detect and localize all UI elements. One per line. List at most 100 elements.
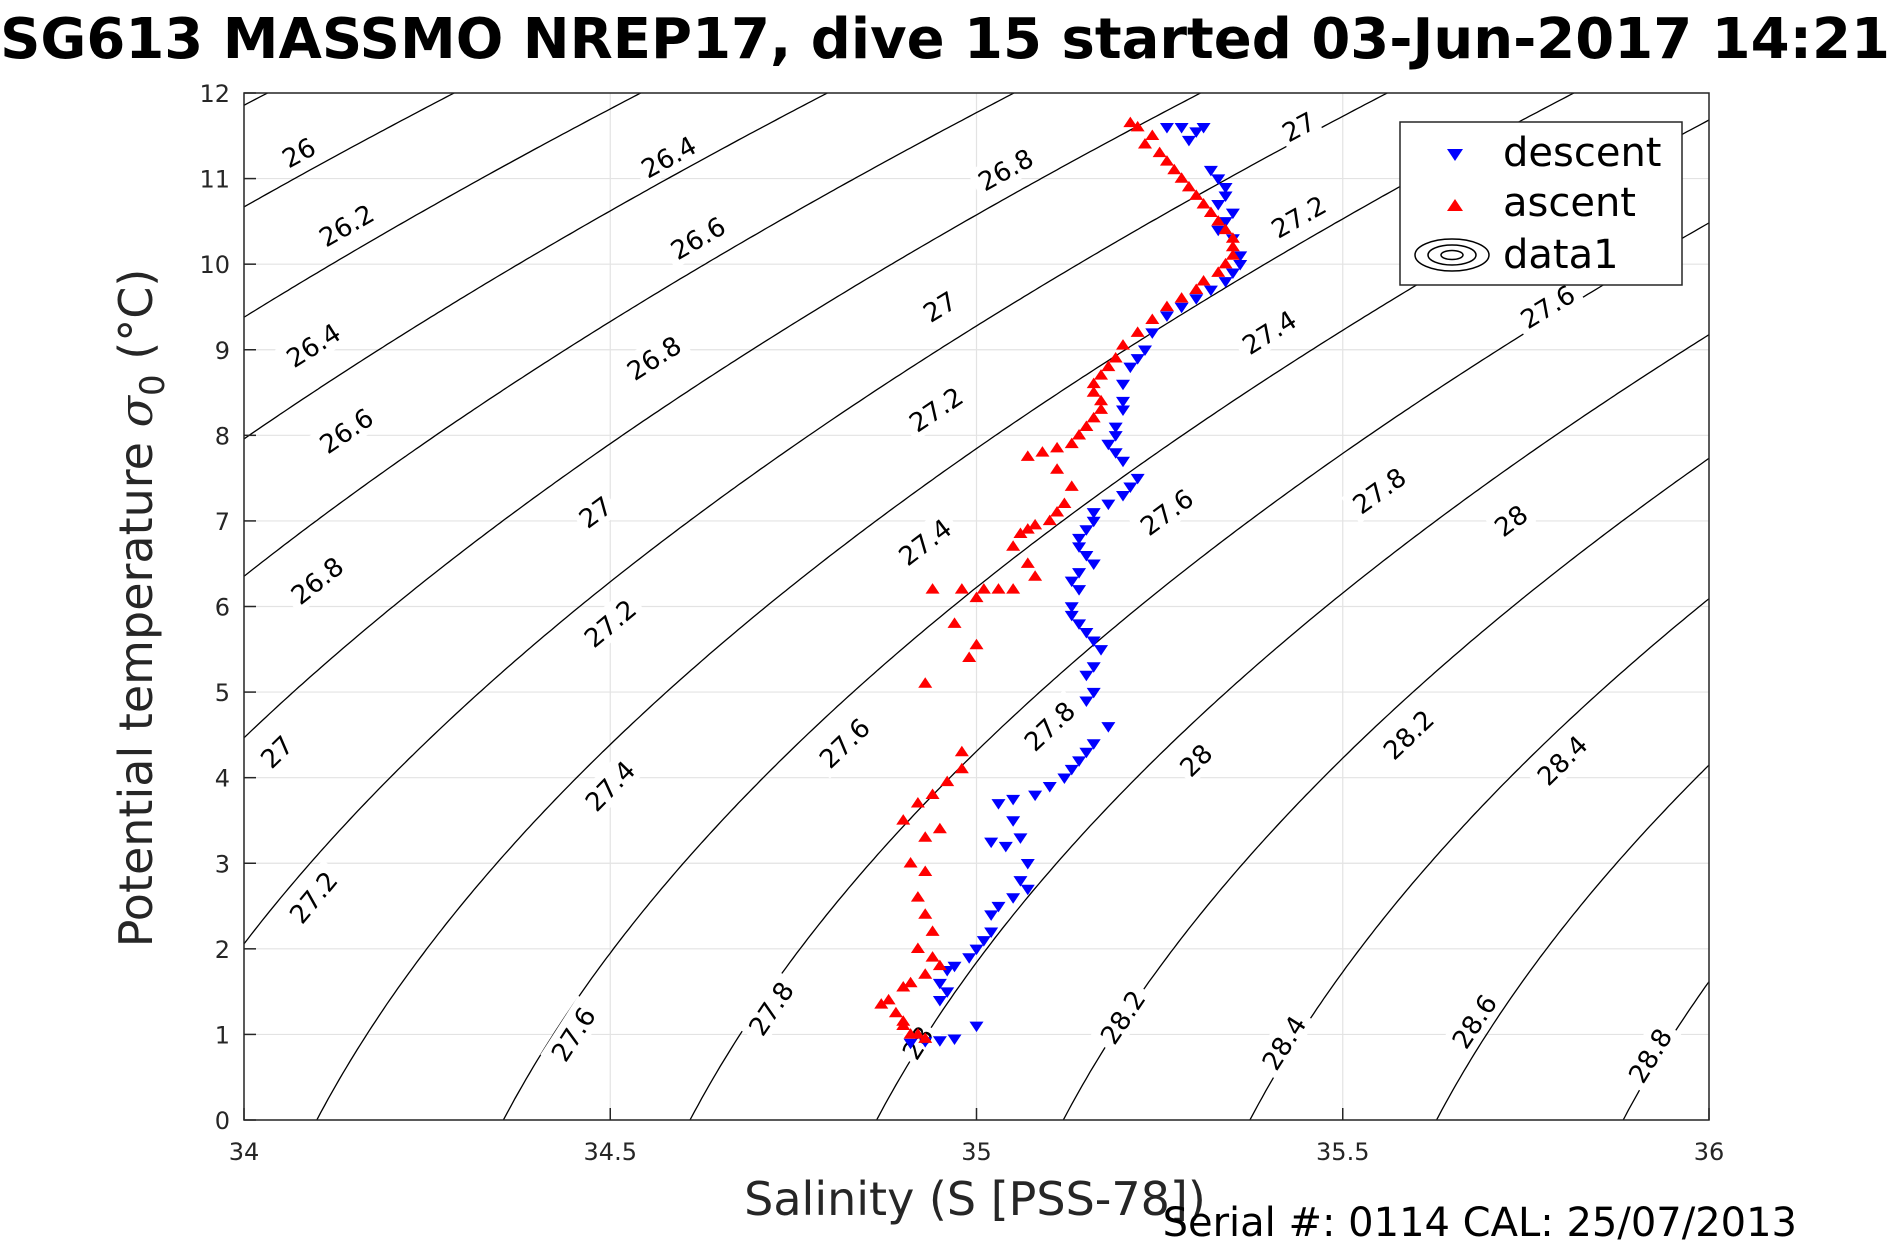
- descent-point: [1020, 859, 1035, 870]
- ascent-point: [918, 865, 933, 877]
- ascent-point: [1072, 429, 1087, 440]
- contour-label-halo: [307, 193, 385, 257]
- descent-point: [1174, 302, 1189, 314]
- contour-label-halo: [615, 325, 692, 390]
- descent-point: [1211, 200, 1226, 211]
- ascent-point: [918, 968, 933, 979]
- ascent-point: [1057, 497, 1072, 508]
- y-axis-label: Potential temperature σ0 (°C): [109, 269, 173, 948]
- descent-point: [962, 953, 977, 964]
- descent-point: [1203, 165, 1218, 177]
- contour-label: 26.8: [966, 138, 1044, 201]
- y-tick-label: 4: [215, 765, 230, 793]
- descent-point: [1079, 627, 1094, 639]
- y-tick-label: 5: [215, 679, 230, 707]
- descent-point: [1211, 174, 1226, 185]
- contour-label: 26.2: [307, 193, 385, 257]
- contour-label: 27.2: [897, 376, 974, 442]
- ascent-point: [1094, 403, 1109, 414]
- ascent-point: [1028, 570, 1043, 581]
- contour-label: 26.8: [279, 545, 355, 615]
- ascent-point: [1137, 138, 1152, 149]
- contour-label-halo: [913, 282, 965, 331]
- contour-label: 27.4: [1230, 299, 1308, 364]
- ascent-point: [1196, 197, 1211, 209]
- ascent-point: [1225, 240, 1240, 252]
- ascent-point: [1035, 446, 1050, 457]
- ascent-point: [1064, 480, 1079, 491]
- ascent-point: [1064, 437, 1079, 449]
- descent-point: [1028, 790, 1043, 802]
- ascent-point: [896, 981, 911, 992]
- ascent-series: [874, 116, 1240, 1043]
- descent-point: [1064, 576, 1079, 588]
- y-tick-label: 10: [199, 251, 230, 279]
- chart-title: SG613 MASSMO NREP17, dive 15 started 03-…: [0, 7, 1890, 72]
- ascent-point: [1101, 360, 1116, 372]
- descent-point: [1072, 585, 1087, 596]
- ascent-point: [940, 775, 955, 787]
- ascent-point: [1174, 292, 1189, 303]
- contour-line-28.2: [1062, 457, 1709, 1120]
- descent-point: [1006, 893, 1021, 904]
- descent-point: [1218, 217, 1233, 228]
- y-tick-label: 12: [199, 80, 230, 108]
- ascent-point: [1130, 120, 1145, 132]
- contour-label-halo: [1089, 978, 1155, 1055]
- descent-point: [1123, 362, 1138, 374]
- ascent-point: [1006, 583, 1021, 594]
- descent-point: [947, 961, 962, 973]
- ascent-point: [1159, 300, 1174, 312]
- ascent-point: [918, 908, 933, 919]
- contour-label: 28: [1485, 495, 1537, 545]
- descent-series: [903, 123, 1248, 1050]
- ascent-point: [1225, 232, 1240, 243]
- contour-label-halo: [572, 588, 647, 658]
- ascent-point: [896, 814, 911, 825]
- descent-point: [1057, 773, 1072, 784]
- legend: descent ascent data1: [1399, 121, 1683, 286]
- ascent-point: [925, 951, 940, 962]
- descent-point: [1101, 439, 1116, 451]
- ascent-point: [1181, 180, 1196, 192]
- descent-point: [1123, 482, 1138, 493]
- descent-point: [1086, 508, 1101, 519]
- descent-point: [1086, 687, 1101, 699]
- descent-point: [1174, 123, 1189, 134]
- ascent-point: [947, 617, 962, 628]
- descent-point: [1079, 525, 1094, 536]
- descent-point: [1013, 833, 1028, 844]
- contour-label-text: 28: [1490, 500, 1534, 544]
- contour-line-27: [244, 93, 1202, 739]
- contour-label-halo: [966, 138, 1044, 201]
- contour-label: 27: [250, 725, 302, 777]
- contour-label-halo: [1259, 184, 1337, 248]
- contour-label-halo: [1509, 274, 1586, 339]
- ascent-point: [1152, 146, 1167, 158]
- contour-line-26.2: [244, 93, 456, 208]
- descent-point: [932, 1036, 947, 1047]
- contour-label-halo: [659, 206, 736, 270]
- descent-point: [1233, 259, 1248, 271]
- ascent-point: [1094, 394, 1109, 406]
- y-tick-label: 0: [215, 1107, 230, 1135]
- descent-point: [1130, 473, 1145, 485]
- legend-ascent-label: ascent: [1503, 180, 1636, 226]
- contour-label: 27.8: [1341, 456, 1417, 524]
- contour-label-halo: [573, 749, 646, 822]
- contour-label-halo: [1441, 983, 1507, 1060]
- contour-line-27.2: [244, 93, 1389, 945]
- y-tick-label: 3: [215, 850, 230, 878]
- ascent-point: [1196, 274, 1211, 286]
- ascent-point: [1020, 523, 1035, 534]
- descent-point: [1159, 311, 1174, 322]
- contour-label: 27.8: [1012, 689, 1086, 762]
- ascent-point: [1211, 266, 1226, 277]
- descent-point: [903, 1038, 918, 1050]
- y-tick-label: 2: [215, 936, 230, 964]
- descent-point: [1218, 182, 1233, 194]
- ascent-point: [903, 856, 918, 868]
- contour-label-text: 27: [918, 286, 962, 329]
- ascent-point: [918, 831, 933, 842]
- contour-label-halo: [1251, 1004, 1316, 1081]
